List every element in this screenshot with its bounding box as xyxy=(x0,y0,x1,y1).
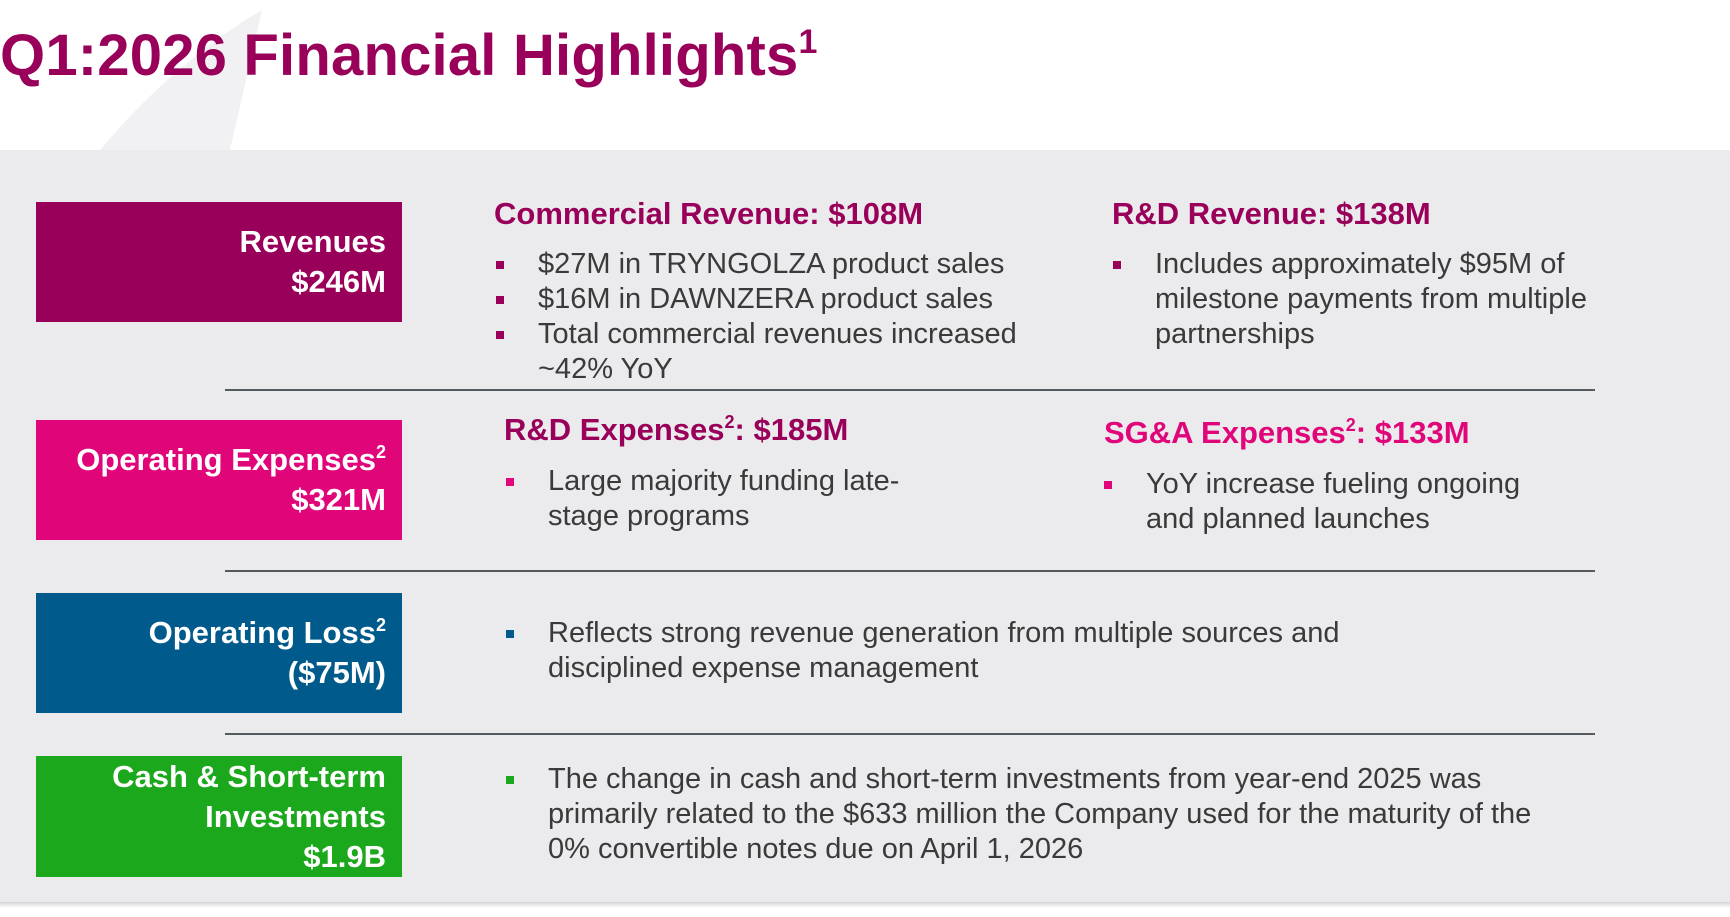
rnd-expenses-heading: R&D Expenses2: $185M xyxy=(504,412,849,447)
revenues-box: Revenues $246M xyxy=(36,202,402,322)
page-title: Q1:2026 Financial Highlights1 xyxy=(0,23,818,88)
footnote-marker: 2 xyxy=(375,615,386,635)
list-item: Reflects strong revenue generation from … xyxy=(506,616,1473,686)
cash-investments-value: $1.9B xyxy=(303,838,386,874)
panel-shadow xyxy=(0,902,1730,908)
operating-expenses-box: Operating Expenses2 $321M xyxy=(36,420,402,540)
title-footnote: 1 xyxy=(798,23,818,61)
list-item: $16M in DAWNZERA product sales xyxy=(496,282,1096,317)
commercial-revenue-heading: Commercial Revenue: $108M xyxy=(494,196,924,231)
operating-loss-value: ($75M) xyxy=(287,655,386,690)
rnd-revenue-heading: R&D Revenue: $138M xyxy=(1112,196,1431,231)
footnote-marker: 2 xyxy=(375,442,386,462)
list-item: Large majority funding late-stage progra… xyxy=(506,464,933,534)
rnd-expenses-bullets: Large majority funding late-stage progra… xyxy=(506,464,966,534)
commercial-revenue-bullets: $27M in TRYNGOLZA product sales $16M in … xyxy=(496,247,1096,387)
operating-loss-box: Operating Loss2 ($75M) xyxy=(36,593,402,713)
divider xyxy=(225,389,1595,391)
rnd-revenue-bullets: Includes approximately $95M of milestone… xyxy=(1113,247,1633,352)
footnote-marker: 2 xyxy=(1345,415,1356,435)
cash-investments-label: Cash & Short-term xyxy=(112,758,386,794)
footnote-marker: 2 xyxy=(724,412,735,432)
operating-expenses-value: $321M xyxy=(291,482,386,517)
operating-loss-label: Operating Loss xyxy=(148,615,376,650)
revenues-value: $246M xyxy=(291,264,386,299)
list-item: Includes approximately $95M of milestone… xyxy=(1113,247,1630,352)
divider xyxy=(225,570,1595,572)
cash-investments-bullets: The change in cash and short-term invest… xyxy=(506,762,1566,867)
list-item: $27M in TRYNGOLZA product sales xyxy=(496,247,1096,282)
cash-investments-label: Investments xyxy=(205,798,386,834)
divider xyxy=(225,733,1595,735)
operating-loss-bullets: Reflects strong revenue generation from … xyxy=(506,616,1516,686)
revenues-label: Revenues xyxy=(239,224,386,259)
list-item: The change in cash and short-term invest… xyxy=(506,762,1578,867)
background-swoosh xyxy=(100,10,262,150)
operating-expenses-label: Operating Expenses xyxy=(76,442,376,477)
list-item: YoY increase fueling ongoing and planned… xyxy=(1104,467,1566,537)
sga-expenses-bullets: YoY increase fueling ongoing and planned… xyxy=(1104,467,1564,537)
cash-investments-box: Cash & Short-term Investments $1.9B xyxy=(36,756,402,877)
sga-expenses-heading: SG&A Expenses2: $133M xyxy=(1104,415,1470,450)
list-item: Total commercial revenues increased ~42%… xyxy=(496,317,1038,387)
